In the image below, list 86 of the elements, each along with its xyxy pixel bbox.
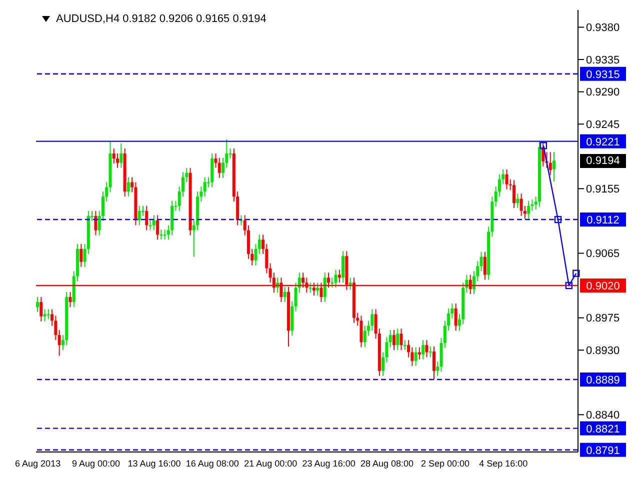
candlestick (414, 346, 418, 366)
candlestick (552, 152, 556, 182)
candlestick (40, 296, 43, 322)
x-tick-label: 23 Aug 16:00 (302, 458, 356, 468)
x-tick-label: 2 Sep 00:00 (420, 458, 470, 468)
candlestick (316, 282, 320, 296)
text: 0.9194 (580, 154, 626, 168)
candlestick (94, 210, 98, 236)
candlestick (218, 157, 221, 178)
candlestick (403, 340, 406, 351)
candlestick (43, 308, 46, 322)
candlestick (422, 340, 425, 360)
candlestick (483, 251, 486, 280)
ref-line-label: 0.8791 (586, 444, 620, 457)
candlestick (425, 340, 428, 358)
candlestick (214, 153, 218, 168)
candlestick (548, 152, 552, 176)
candlestick (46, 308, 50, 320)
y-tick-label: 0.9155 (586, 184, 620, 196)
candlestick (334, 269, 338, 288)
x-tick-label: 6 Aug 2013 (15, 458, 61, 468)
ref-line-label: 0.9221 (586, 136, 620, 148)
y-tick-label: 0.8975 (586, 312, 620, 325)
x-tick-label: 13 Aug 16:00 (128, 458, 181, 468)
candlestick (505, 168, 508, 190)
candlestick (120, 142, 123, 168)
y-tick-label: 0.9380 (586, 22, 620, 34)
point (565, 282, 573, 290)
candlestick (160, 229, 163, 240)
ref-line-label: 0.8821 (586, 423, 620, 436)
candlestick (432, 346, 436, 380)
candlestick (400, 328, 403, 351)
candlestick (80, 243, 83, 268)
candlestick (68, 291, 72, 308)
candlestick (36, 296, 39, 313)
candlestick (454, 302, 458, 332)
candlestick (360, 315, 363, 348)
x-tick-label: 16 Aug 08:00 (186, 458, 239, 468)
y-tick-label: 0.9335 (586, 54, 620, 66)
y-tick-label: 0.9290 (586, 86, 620, 99)
candlestick (138, 205, 141, 226)
candlestick (516, 193, 520, 209)
point (554, 216, 562, 224)
x-tick-label: 28 Aug 08:00 (360, 458, 414, 468)
candlestick (112, 148, 116, 164)
candlestick (512, 180, 516, 209)
y-tick-label: 0.9245 (586, 118, 620, 131)
point (572, 270, 580, 277)
candlestick (418, 346, 421, 360)
x-tick-label: 9 Aug 00:00 (72, 458, 120, 468)
candlestick (342, 250, 345, 284)
candlestick (228, 148, 232, 160)
x-tick-label: 4 Sep 16:00 (479, 458, 528, 468)
candlestick (480, 251, 483, 272)
candlestick (240, 214, 243, 226)
ref-line-label: 0.9315 (586, 68, 620, 81)
candlestick (396, 328, 400, 351)
ref-line-label: 0.9112 (586, 214, 620, 227)
candlestick (163, 229, 166, 240)
candlestick (348, 277, 352, 290)
y-tick-label: 0.8930 (586, 345, 620, 358)
x-tick-label: 21 Aug 00:00 (244, 458, 298, 468)
candlestick (141, 205, 144, 216)
candlestick (392, 330, 396, 351)
candlestick (527, 200, 530, 220)
chart-title: AUDUSD,H4 0.9182 0.9206 0.9165 0.9194 (56, 13, 266, 25)
candlestick (520, 193, 523, 216)
candlestick (308, 282, 312, 294)
y-tick-label: 0.8840 (586, 410, 620, 422)
y-tick-label: 0.9065 (586, 248, 620, 260)
candlestick (388, 330, 392, 348)
candlestick (210, 153, 214, 188)
candlestick (156, 214, 160, 240)
candlestick (126, 176, 130, 198)
ref-line-label: 0.8889 (586, 374, 620, 387)
candlestick (58, 330, 61, 356)
candlestick (203, 176, 206, 198)
ref-line-label: 0.9020 (586, 280, 620, 293)
candlestick (152, 214, 156, 231)
point (540, 142, 548, 150)
candlestick (436, 361, 440, 376)
candlestick (283, 286, 286, 303)
candlestick (323, 272, 326, 303)
candlestick (145, 205, 148, 231)
candlestick (330, 277, 334, 288)
candlestick (428, 346, 432, 358)
